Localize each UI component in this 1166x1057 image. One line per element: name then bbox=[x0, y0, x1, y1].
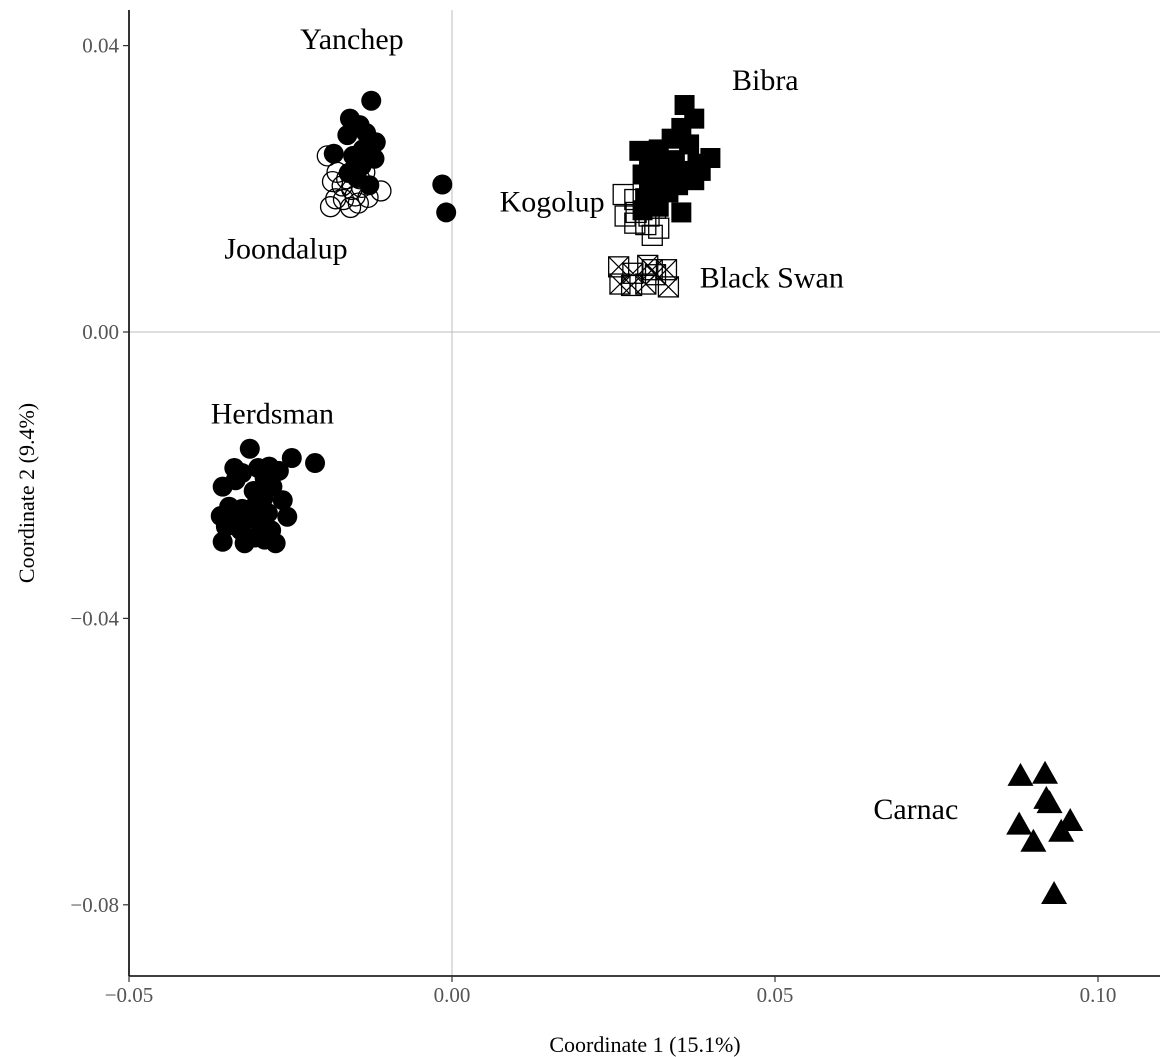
point-herdsman bbox=[215, 516, 236, 537]
point-herdsman bbox=[254, 529, 275, 550]
label-carnac: Carnac bbox=[873, 793, 958, 826]
point-herdsman bbox=[281, 448, 302, 469]
group-labels: Yanchep Bibra Kogolup Joondalup Black Swan He… bbox=[211, 23, 959, 826]
point-black-swan bbox=[635, 273, 657, 295]
point-joondalup bbox=[354, 161, 376, 183]
point-kogolup bbox=[648, 217, 670, 239]
label-black-swan: Black Swan bbox=[700, 262, 844, 295]
point-herdsman bbox=[225, 470, 246, 491]
point-kogolup bbox=[612, 183, 634, 206]
x-tick-label: 0.10 bbox=[1080, 983, 1117, 1007]
label-joondalup: Joondalup bbox=[224, 232, 347, 265]
point-herdsman bbox=[272, 490, 293, 511]
point-bibra bbox=[679, 134, 700, 155]
point-carnac bbox=[1032, 760, 1059, 784]
point-carnac bbox=[1048, 818, 1075, 842]
point-herdsman bbox=[234, 533, 255, 554]
point-herdsman bbox=[212, 531, 233, 552]
point-kogolup bbox=[635, 213, 657, 236]
x-axis-title: Coordinate 1 (15.1%) bbox=[549, 1032, 740, 1057]
point-carnac bbox=[1041, 881, 1068, 905]
point-joondalup bbox=[332, 188, 355, 211]
point-kogolup bbox=[624, 212, 646, 234]
point-carnac bbox=[1007, 762, 1034, 786]
point-kogolup bbox=[641, 224, 663, 246]
point-bibra bbox=[632, 200, 653, 221]
point-joondalup bbox=[321, 170, 344, 193]
point-bibra bbox=[671, 202, 692, 223]
point-carnac bbox=[1036, 790, 1063, 814]
y-tick-label: −0.08 bbox=[70, 893, 119, 917]
point-joondalup bbox=[316, 145, 338, 167]
y-axis-title: Coordinate 2 (9.4%) bbox=[14, 403, 39, 583]
data-points bbox=[210, 90, 1084, 905]
point-joondalup bbox=[344, 157, 366, 179]
label-herdsman: Herdsman bbox=[211, 398, 334, 431]
label-yanchep: Yanchep bbox=[300, 23, 404, 56]
point-black-swan bbox=[657, 276, 680, 298]
point-joondalup bbox=[370, 180, 392, 202]
x-tick-label: 0.05 bbox=[757, 983, 794, 1007]
point-bibra bbox=[684, 170, 705, 191]
point-herdsman bbox=[277, 506, 298, 527]
point-carnac bbox=[1020, 828, 1047, 852]
point-herdsman bbox=[305, 453, 326, 474]
label-bibra: Bibra bbox=[732, 64, 799, 97]
y-tick-label: 0.00 bbox=[82, 320, 119, 344]
point-herdsman bbox=[239, 438, 260, 459]
label-kogolup: Kogolup bbox=[500, 186, 605, 219]
point-joondalup bbox=[347, 192, 369, 214]
point-yanchep bbox=[361, 90, 382, 111]
axis-ticks: −0.05 0.00 0.05 0.10 0.04 0.00 −0.04 −0.08 bbox=[70, 34, 1116, 1007]
y-tick-label: 0.04 bbox=[82, 34, 119, 58]
x-tick-label: 0.00 bbox=[434, 983, 471, 1007]
point-carnac bbox=[1006, 811, 1033, 835]
point-yanchep bbox=[432, 174, 453, 195]
point-yanchep bbox=[436, 202, 457, 223]
point-yanchep bbox=[337, 125, 358, 146]
y-tick-label: −0.04 bbox=[70, 606, 119, 630]
x-tick-label: −0.05 bbox=[105, 983, 154, 1007]
point-yanchep bbox=[323, 143, 344, 164]
